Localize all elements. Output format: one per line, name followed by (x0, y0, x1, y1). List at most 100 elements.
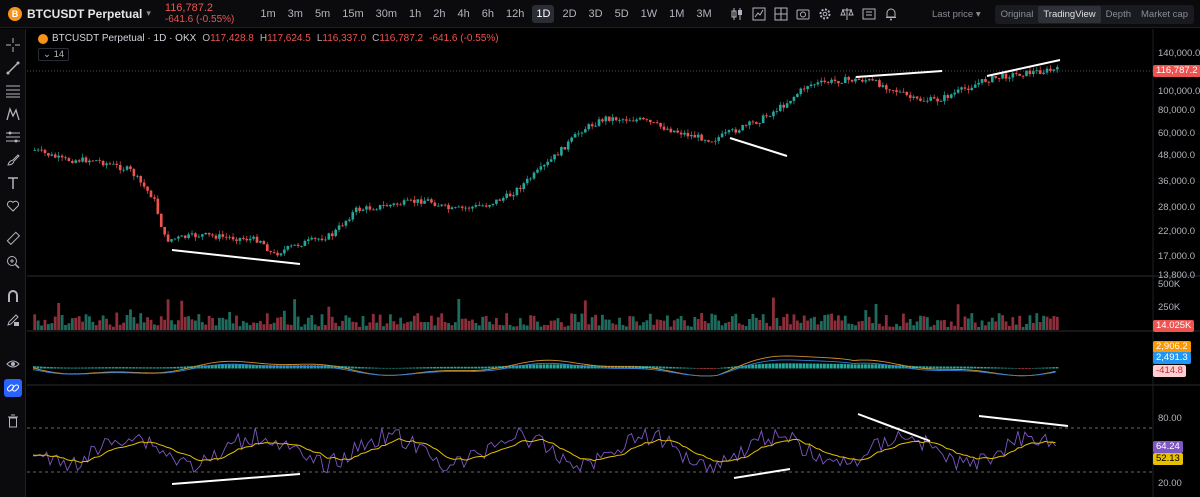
macd-histogram-bar (419, 367, 423, 369)
candle (368, 206, 372, 210)
candle (666, 128, 669, 130)
signal-tag: 2,491.3 (1153, 352, 1191, 364)
symbol-selector[interactable]: BTCUSDT Perpetual (27, 6, 143, 21)
price-mode-label: Last price (932, 9, 974, 20)
fib-lines-icon[interactable] (4, 82, 22, 100)
indicator-toggle[interactable]: ⌄ 14 (38, 48, 70, 61)
candle (611, 117, 614, 121)
measure-lines-icon[interactable] (4, 128, 22, 146)
volume-bar (303, 324, 307, 330)
snapshot-icon[interactable] (793, 5, 813, 23)
macd-histogram-bar (717, 367, 720, 369)
magnet-icon[interactable] (4, 287, 22, 305)
candle (481, 205, 485, 207)
crosshair-icon[interactable] (4, 36, 22, 54)
volume-bar (1049, 318, 1052, 330)
timeframe-5D[interactable]: 5D (614, 7, 629, 20)
layout-icon[interactable] (771, 5, 791, 23)
volume-bar (830, 313, 833, 330)
volume-bar (655, 319, 659, 330)
macd-histogram-bar (460, 366, 464, 369)
chart-area[interactable] (27, 29, 1200, 497)
link-icon[interactable] (4, 379, 22, 397)
text-icon[interactable] (4, 174, 22, 192)
settings-icon[interactable] (815, 5, 835, 23)
trash-icon[interactable] (4, 412, 22, 430)
timeframe-1M[interactable]: 1M (669, 7, 685, 20)
candle (908, 95, 912, 98)
volume-bar (522, 324, 526, 330)
timeframe-1W[interactable]: 1W (640, 7, 658, 20)
timeframe-6h[interactable]: 6h (481, 7, 495, 20)
timeframe-30m[interactable]: 30m (375, 7, 398, 20)
heart-icon[interactable] (4, 197, 22, 215)
macd-histogram-bar (224, 364, 228, 369)
candle (440, 204, 443, 206)
eye-icon[interactable] (4, 355, 22, 373)
timeframe-1D[interactable]: 1D (532, 4, 555, 23)
candle (1004, 73, 1008, 79)
candle (252, 236, 255, 239)
indicators-icon[interactable] (749, 5, 769, 23)
candle (577, 133, 580, 135)
timeframe-3m[interactable]: 3m (287, 7, 303, 20)
alert-bell-icon[interactable] (881, 5, 901, 23)
chart-canvas[interactable] (27, 29, 1200, 497)
pattern-icon[interactable] (4, 105, 22, 123)
macd-histogram-bar (368, 367, 371, 369)
volume-bar (737, 323, 741, 330)
macd-histogram-bar (966, 366, 970, 369)
macd-histogram-bar (884, 364, 888, 369)
price-mode-dropdown[interactable]: Last price ▾ (932, 9, 981, 20)
rsi-tick: 80.00 (1158, 413, 1182, 424)
candle (443, 204, 447, 206)
view-original[interactable]: Original (1000, 9, 1034, 20)
volume-bar (843, 315, 847, 330)
price-tick: 140,000.0 (1158, 48, 1200, 59)
brush-icon[interactable] (4, 151, 22, 169)
macd-histogram-bar (781, 363, 785, 369)
candle (700, 134, 703, 141)
volume-bar (122, 322, 126, 330)
scales-icon[interactable] (837, 5, 857, 23)
view-tradingview[interactable]: TradingView (1038, 6, 1101, 23)
view-depth[interactable]: Depth (1105, 9, 1131, 20)
timeframe-3D[interactable]: 3D (588, 7, 603, 20)
candle (970, 87, 974, 91)
timeframe-12h[interactable]: 12h (506, 7, 525, 20)
timeframe-5m[interactable]: 5m (314, 7, 331, 20)
chevron-down-icon[interactable]: ▾ (146, 8, 151, 18)
trendline-icon[interactable] (4, 59, 22, 77)
candle (741, 125, 744, 131)
macd-histogram-bar (354, 366, 358, 369)
timeframe-1h[interactable]: 1h (409, 7, 422, 20)
volume-bar (501, 325, 505, 330)
volume-bar (382, 326, 385, 330)
timeframe-2D[interactable]: 2D (562, 7, 577, 20)
candle (642, 117, 645, 120)
volume-bar (837, 315, 840, 330)
candle-type-icon[interactable] (727, 5, 747, 23)
view-market-cap[interactable]: Market cap (1141, 9, 1188, 20)
candle (382, 205, 385, 206)
timeframe-4h[interactable]: 4h (457, 7, 470, 20)
timeframe-1m[interactable]: 1m (260, 7, 276, 20)
ruler-icon[interactable] (4, 229, 22, 247)
candle (717, 137, 721, 141)
zoom-icon[interactable] (4, 253, 22, 271)
macd-histogram-bar (918, 366, 922, 369)
template-icon[interactable] (859, 5, 879, 23)
volume-bar (1045, 316, 1049, 330)
macd-histogram-bar (607, 365, 611, 369)
candle (542, 164, 546, 167)
timeframe-15m[interactable]: 15m (342, 7, 364, 20)
timeframe-2h[interactable]: 2h (433, 7, 446, 20)
volume-bar (385, 323, 389, 330)
lock-pencil-icon[interactable] (4, 311, 22, 329)
candle (997, 78, 1001, 79)
candle (351, 212, 355, 220)
volume-bar (929, 326, 933, 330)
macd-histogram-bar (1045, 367, 1049, 369)
candle (871, 79, 874, 81)
timeframe-3M[interactable]: 3M (696, 7, 712, 20)
